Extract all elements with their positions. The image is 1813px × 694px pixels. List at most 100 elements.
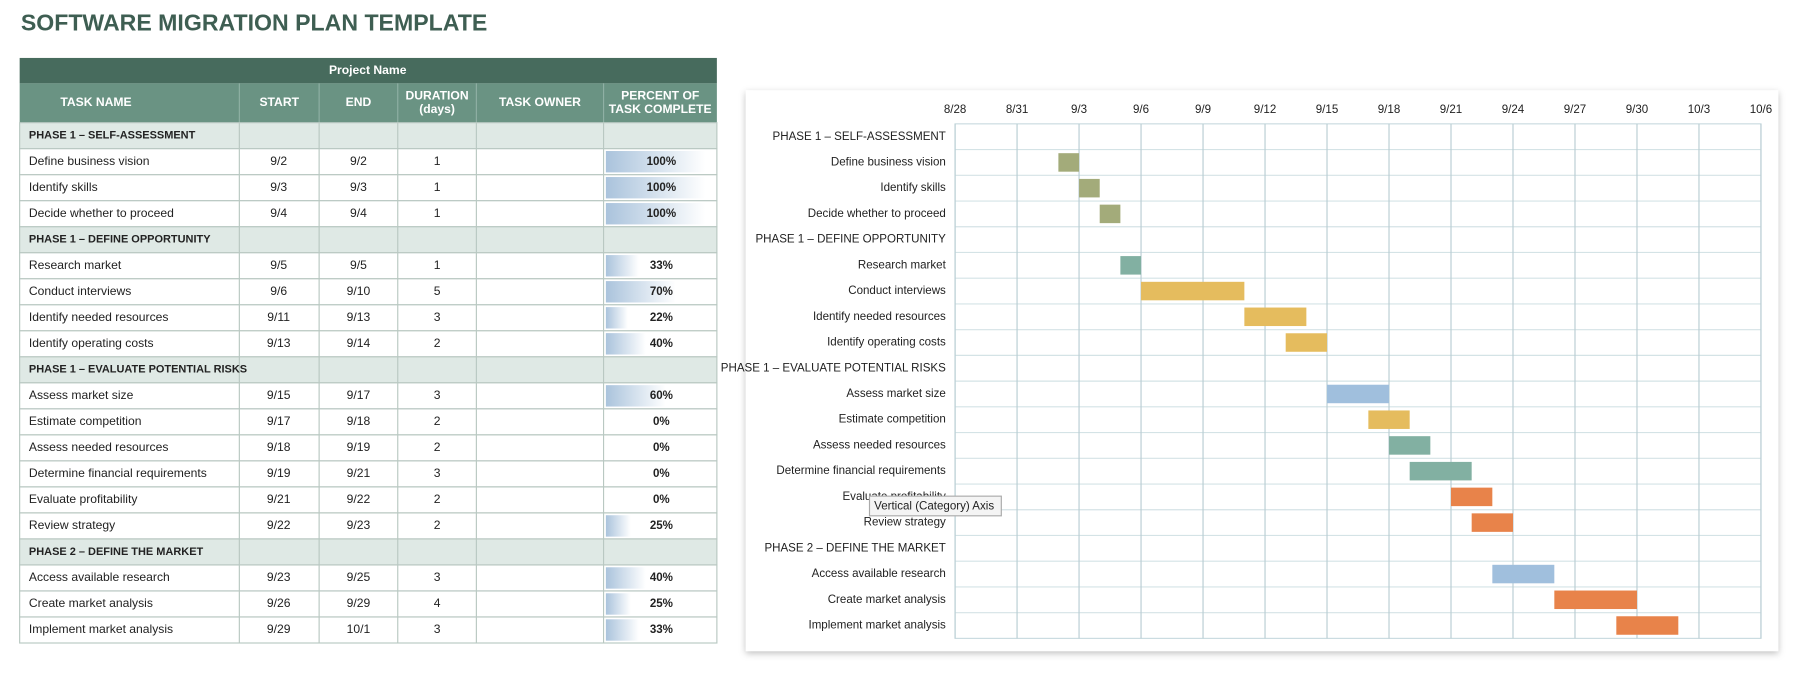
phase-name: PHASE 1 – EVALUATE POTENTIAL RISKS bbox=[29, 364, 247, 376]
start-date: 9/18 bbox=[267, 440, 291, 454]
x-tick-label: 9/18 bbox=[1378, 104, 1400, 116]
phase-name: PHASE 1 – DEFINE OPPORTUNITY bbox=[29, 234, 211, 246]
duration: 2 bbox=[434, 414, 441, 428]
task-bar bbox=[1058, 153, 1080, 172]
column-title: PERCENT OF bbox=[621, 88, 699, 102]
task-row bbox=[19, 382, 718, 410]
percent-complete: 25% bbox=[650, 598, 673, 610]
task-bar bbox=[1244, 307, 1307, 327]
task-row bbox=[19, 174, 718, 202]
column-title: TASK COMPLETE bbox=[609, 102, 712, 116]
category-label: Identify skills bbox=[880, 182, 946, 194]
category-label: Assess market size bbox=[846, 388, 945, 400]
percent-complete: 40% bbox=[650, 338, 673, 350]
task-row bbox=[19, 512, 718, 540]
percent-complete: 0% bbox=[653, 494, 670, 506]
category-label: Implement market analysis bbox=[808, 620, 946, 632]
end-date: 10/1 bbox=[347, 622, 371, 636]
x-tick-label: 10/6 bbox=[1750, 104, 1772, 116]
task-bar bbox=[1389, 436, 1431, 455]
end-date: 9/29 bbox=[347, 596, 371, 610]
start-date: 9/3 bbox=[270, 180, 287, 194]
table: Project Name TASK NAME START END DURATION(da… bbox=[19, 57, 718, 644]
task-name: Identify operating costs bbox=[29, 336, 154, 350]
duration: 1 bbox=[434, 258, 441, 272]
percent-complete: 25% bbox=[650, 520, 673, 532]
phase-name: PHASE 1 – SELF-ASSESSMENT bbox=[29, 130, 196, 142]
percent-bar bbox=[605, 151, 706, 173]
column-title: TASK NAME bbox=[60, 95, 131, 109]
percent-bar bbox=[605, 281, 676, 303]
start-date: 9/21 bbox=[267, 492, 291, 506]
task-name: Implement market analysis bbox=[29, 622, 173, 636]
task-row bbox=[19, 564, 718, 592]
category-label: Access available research bbox=[812, 568, 946, 580]
end-date: 9/23 bbox=[347, 518, 371, 532]
task-row bbox=[19, 486, 718, 514]
x-tick-label: 9/12 bbox=[1254, 104, 1276, 116]
duration: 3 bbox=[434, 570, 441, 584]
end-date: 9/25 bbox=[347, 570, 371, 584]
x-tick-label: 9/24 bbox=[1502, 104, 1525, 116]
task-name: Decide whether to proceed bbox=[29, 206, 174, 220]
duration: 2 bbox=[434, 336, 441, 350]
start-date: 9/11 bbox=[267, 310, 290, 324]
category-label: PHASE 1 – SELF-ASSESSMENT bbox=[773, 131, 946, 143]
category-label: Identify operating costs bbox=[827, 337, 946, 349]
end-date: 9/2 bbox=[350, 154, 367, 168]
end-date: 9/19 bbox=[347, 440, 371, 454]
percent-bar bbox=[605, 203, 706, 225]
end-date: 9/18 bbox=[347, 414, 371, 428]
tooltip-text: Vertical (Category) Axis bbox=[874, 501, 994, 513]
column-title: START bbox=[259, 95, 299, 109]
duration: 5 bbox=[434, 284, 441, 298]
column-header bbox=[19, 83, 717, 123]
percent-complete: 0% bbox=[653, 468, 670, 480]
duration: 4 bbox=[434, 596, 441, 610]
percent-bar bbox=[605, 593, 631, 615]
phase-row bbox=[19, 226, 718, 254]
task-row bbox=[19, 590, 718, 618]
task-name: Assess needed resources bbox=[29, 440, 169, 454]
x-tick-label: 9/30 bbox=[1626, 104, 1648, 116]
end-date: 9/13 bbox=[347, 310, 371, 324]
category-label: Review strategy bbox=[864, 517, 946, 529]
phase-name: PHASE 2 – DEFINE THE MARKET bbox=[29, 546, 204, 558]
start-date: 9/26 bbox=[267, 596, 291, 610]
task-bar bbox=[1285, 333, 1328, 352]
x-tick-label: 10/3 bbox=[1688, 104, 1710, 116]
percent-bar bbox=[605, 255, 639, 277]
end-date: 9/10 bbox=[347, 284, 371, 298]
start-date: 9/13 bbox=[267, 336, 291, 350]
category-label: PHASE 2 – DEFINE THE MARKET bbox=[764, 542, 945, 554]
category-label: Conduct interviews bbox=[848, 285, 946, 297]
duration: 1 bbox=[434, 206, 441, 220]
task-name: Access available research bbox=[29, 570, 170, 584]
task-row bbox=[19, 148, 718, 176]
percent-bar bbox=[605, 515, 631, 537]
percent-complete: 0% bbox=[653, 416, 670, 428]
percent-complete: 22% bbox=[650, 312, 673, 324]
percent-complete: 60% bbox=[650, 390, 673, 402]
duration: 2 bbox=[434, 518, 441, 532]
task-name: Identify needed resources bbox=[29, 310, 169, 324]
duration: 1 bbox=[434, 154, 441, 168]
x-tick-label: 9/21 bbox=[1440, 104, 1462, 116]
start-date: 9/4 bbox=[270, 206, 287, 220]
x-tick-label: 9/9 bbox=[1195, 104, 1211, 116]
category-label: Create market analysis bbox=[828, 594, 946, 606]
column-title: TASK OWNER bbox=[499, 95, 581, 109]
start-date: 9/17 bbox=[267, 414, 291, 428]
category-label: Define business vision bbox=[831, 156, 946, 168]
category-label: Estimate competition bbox=[839, 414, 946, 426]
task-bar bbox=[1327, 384, 1390, 404]
end-date: 9/22 bbox=[347, 492, 371, 506]
percent-complete: 70% bbox=[650, 286, 673, 298]
end-date: 9/21 bbox=[347, 466, 371, 480]
start-date: 9/29 bbox=[267, 622, 291, 636]
task-name: Define business vision bbox=[29, 154, 150, 168]
end-date: 9/17 bbox=[347, 388, 371, 402]
task-name: Create market analysis bbox=[29, 596, 153, 610]
task-bar bbox=[1409, 461, 1472, 481]
start-date: 9/6 bbox=[270, 284, 287, 298]
